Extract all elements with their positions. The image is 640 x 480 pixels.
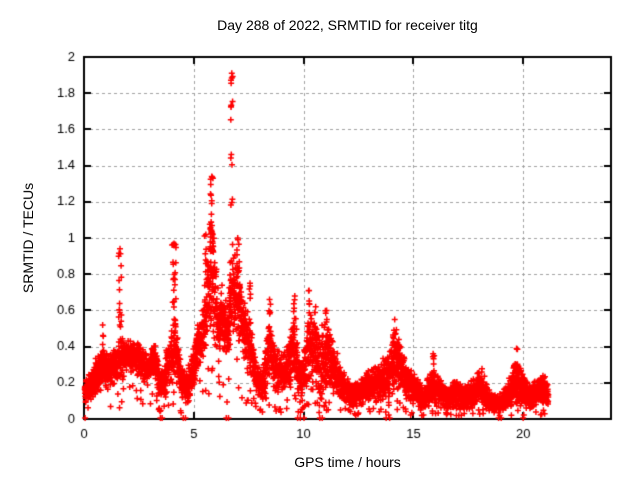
chart-title: Day 288 of 2022, SRMTID for receiver tit…	[217, 17, 478, 33]
y-axis-label: SRMTID / TECUs	[20, 182, 36, 294]
x-axis-label: GPS time / hours	[294, 454, 401, 470]
